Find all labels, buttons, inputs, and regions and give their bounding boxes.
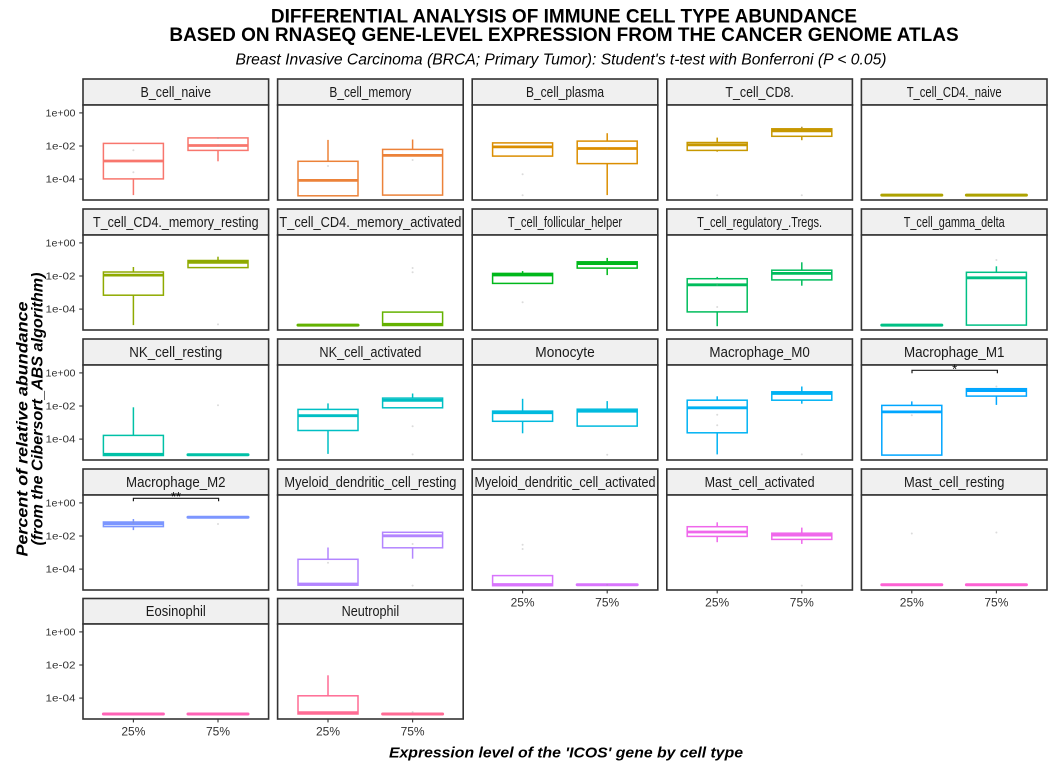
- svg-text:1e-02: 1e-02: [46, 531, 76, 542]
- svg-text:25%: 25%: [316, 725, 340, 739]
- svg-text:BASED ON RNASEQ GENE-LEVEL EXP: BASED ON RNASEQ GENE-LEVEL EXPRESSION FR…: [169, 25, 958, 46]
- svg-text:1e-04: 1e-04: [46, 694, 76, 705]
- svg-text:Percent of relative abundance: Percent of relative abundance: [14, 301, 31, 556]
- svg-text:B_cell_memory: B_cell_memory: [329, 85, 412, 101]
- svg-text:Macrophage_M1: Macrophage_M1: [904, 345, 1005, 361]
- svg-text:75%: 75%: [595, 595, 619, 609]
- svg-text:1e-04: 1e-04: [46, 435, 76, 446]
- svg-text:1e+00: 1e+00: [46, 238, 76, 249]
- svg-text:Mast_cell_activated: Mast_cell_activated: [705, 475, 815, 491]
- svg-text:25%: 25%: [900, 595, 924, 609]
- svg-text:T_cell_regulatory_.Tregs.: T_cell_regulatory_.Tregs.: [697, 215, 822, 231]
- svg-text:NK_cell_activated: NK_cell_activated: [319, 345, 421, 361]
- svg-text:NK_cell_resting: NK_cell_resting: [129, 345, 222, 361]
- svg-text:75%: 75%: [790, 595, 814, 609]
- svg-text:Eosinophil: Eosinophil: [146, 604, 206, 620]
- svg-text:1e-02: 1e-02: [46, 141, 76, 152]
- svg-text:1e-04: 1e-04: [46, 305, 76, 316]
- svg-text:Mast_cell_resting: Mast_cell_resting: [904, 475, 1004, 491]
- svg-text:75%: 75%: [401, 725, 425, 739]
- svg-text:B_cell_plasma: B_cell_plasma: [526, 85, 604, 101]
- svg-text:1e-02: 1e-02: [46, 660, 76, 671]
- svg-text:Macrophage_M0: Macrophage_M0: [709, 345, 809, 361]
- svg-text:1e-04: 1e-04: [46, 175, 76, 186]
- svg-text:Neutrophil: Neutrophil: [342, 604, 400, 620]
- svg-text:T_cell_follicular_helper: T_cell_follicular_helper: [508, 215, 622, 231]
- svg-text:1e+00: 1e+00: [46, 498, 76, 509]
- svg-text:75%: 75%: [206, 725, 230, 739]
- svg-text:Myeloid_dendritic_cell_resting: Myeloid_dendritic_cell_resting: [284, 475, 456, 491]
- svg-text:T_cell_CD4._memory_resting: T_cell_CD4._memory_resting: [93, 215, 259, 231]
- svg-text:DIFFERENTIAL ANALYSIS OF IMMUN: DIFFERENTIAL ANALYSIS OF IMMUNE CELL TYP…: [271, 7, 857, 28]
- svg-text:*: *: [952, 362, 957, 377]
- svg-text:1e-02: 1e-02: [46, 271, 76, 282]
- svg-text:T_cell_CD4._naive: T_cell_CD4._naive: [907, 85, 1002, 101]
- svg-text:Monocyte: Monocyte: [535, 345, 594, 361]
- svg-text:**: **: [171, 489, 181, 504]
- svg-text:T_cell_gamma_delta: T_cell_gamma_delta: [904, 215, 1005, 231]
- svg-text:Breast Invasive Carcinoma (BRC: Breast Invasive Carcinoma (BRCA; Primary…: [236, 52, 887, 69]
- svg-text:B_cell_naive: B_cell_naive: [141, 85, 212, 101]
- svg-text:Macrophage_M2: Macrophage_M2: [126, 475, 226, 491]
- svg-text:1e+00: 1e+00: [46, 108, 76, 119]
- svg-text:75%: 75%: [984, 595, 1008, 609]
- svg-text:25%: 25%: [511, 595, 535, 609]
- svg-text:25%: 25%: [705, 595, 729, 609]
- svg-text:1e-02: 1e-02: [46, 401, 76, 412]
- svg-text:25%: 25%: [121, 725, 145, 739]
- svg-text:Myeloid_dendritic_cell_activat: Myeloid_dendritic_cell_activated: [475, 475, 656, 491]
- svg-text:(from the Cibersort_ABS algori: (from the Cibersort_ABS algorithm): [29, 273, 46, 546]
- svg-text:T_cell_CD4._memory_activated: T_cell_CD4._memory_activated: [279, 215, 461, 231]
- svg-text:1e+00: 1e+00: [46, 627, 76, 638]
- svg-text:1e-04: 1e-04: [46, 565, 76, 576]
- svg-text:Expression level of the 'ICOS': Expression level of the 'ICOS' gene by c…: [389, 745, 743, 762]
- svg-text:1e+00: 1e+00: [46, 368, 76, 379]
- svg-text:T_cell_CD8.: T_cell_CD8.: [725, 85, 794, 101]
